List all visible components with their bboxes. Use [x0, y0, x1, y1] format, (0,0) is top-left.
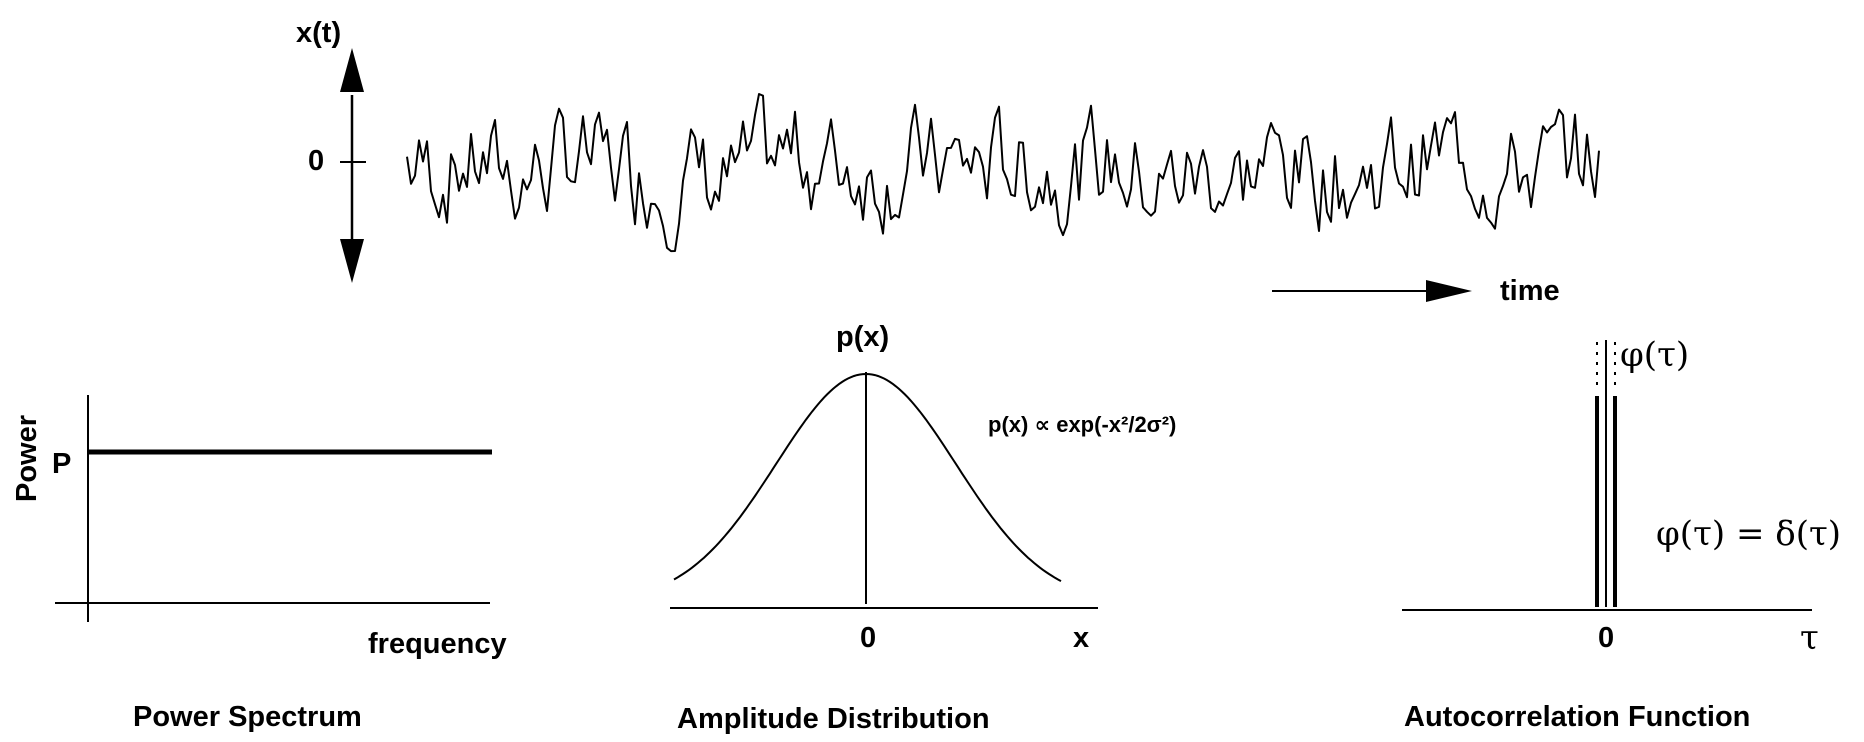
- amplitude-title: Amplitude Distribution: [677, 703, 990, 735]
- time-label: time: [1500, 275, 1560, 307]
- autocorr-peak-label: φ(τ): [1620, 335, 1689, 375]
- signal-panel: x(t) 0 time: [296, 17, 1600, 307]
- amplitude-x-label: x: [1073, 622, 1089, 654]
- signal-y-arrow-down-icon: [340, 239, 364, 283]
- autocorr-formula: φ(τ) = δ(τ): [1656, 514, 1841, 554]
- amplitude-formula: p(x) ∝ exp(-x²/2σ²): [988, 412, 1176, 437]
- signal-y-arrow-up-icon: [340, 48, 364, 92]
- amplitude-panel: p(x) p(x) ∝ exp(-x²/2σ²) 0 x Amplitude D…: [670, 321, 1176, 735]
- signal-zero-label: 0: [308, 145, 324, 177]
- time-arrow-head-icon: [1426, 280, 1472, 302]
- amplitude-y-label: p(x): [836, 321, 889, 353]
- autocorr-title: Autocorrelation Function: [1404, 701, 1750, 733]
- signal-y-label: x(t): [296, 17, 341, 49]
- power-title: Power Spectrum: [133, 701, 362, 733]
- power-level-label: P: [52, 448, 71, 480]
- autocorrelation-panel: φ(τ) φ(τ) = δ(τ) 0 τ Autocorrelation Fun…: [1402, 335, 1841, 733]
- power-x-label: frequency: [368, 628, 507, 660]
- autocorr-zero-label: 0: [1598, 622, 1614, 654]
- signal-trace: [406, 93, 1600, 253]
- autocorr-x-label: τ: [1800, 618, 1819, 658]
- power-y-label: Power: [11, 415, 43, 502]
- power-spectrum-panel: Power P frequency Power Spectrum: [11, 395, 507, 733]
- amplitude-zero-label: 0: [860, 622, 876, 654]
- gaussian-curve: [673, 372, 1062, 582]
